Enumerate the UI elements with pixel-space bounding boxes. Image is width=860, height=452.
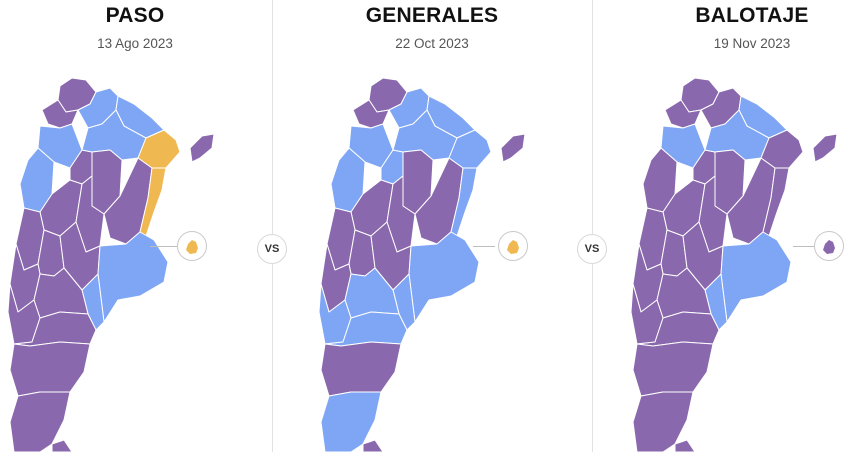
province-mi: [812, 133, 838, 163]
province-er: [450, 167, 478, 237]
panel-paso: PASO 13 Ago 2023: [0, 0, 270, 452]
province-er: [139, 167, 167, 237]
caba-inset: [814, 231, 844, 261]
province-mi: [500, 133, 526, 163]
panel-generales: GENERALES 22 Oct 2023: [297, 0, 567, 452]
province-ba: [720, 231, 792, 323]
province-tf: [362, 439, 384, 452]
divider: [592, 0, 593, 452]
caba-inset: [177, 231, 207, 261]
province-tf: [674, 439, 696, 452]
province-ba: [408, 231, 480, 323]
panel-date: 22 Oct 2023: [395, 36, 469, 51]
divider: [272, 0, 273, 452]
vs-badge: VS: [257, 234, 287, 264]
argentina-map-balotaje: [630, 77, 838, 452]
panel-balotaje: BALOTAJE 19 Nov 2023: [617, 0, 860, 452]
province-mi: [189, 133, 215, 163]
argentina-map-paso: [7, 77, 215, 452]
province-ct: [632, 341, 714, 397]
argentina-map-generales: [318, 77, 526, 452]
panel-title: BALOTAJE: [695, 4, 809, 27]
province-tf: [51, 439, 73, 452]
vs-badge: VS: [577, 234, 607, 264]
panel-title: PASO: [105, 4, 165, 27]
province-caba: [186, 240, 198, 254]
province-caba: [823, 240, 835, 254]
province-er: [762, 167, 790, 237]
province-caba: [507, 240, 519, 254]
panel-date: 13 Ago 2023: [97, 36, 173, 51]
caba-inset: [498, 231, 528, 261]
province-ct: [320, 341, 402, 397]
province-ct: [9, 341, 91, 397]
panel-date: 19 Nov 2023: [713, 36, 791, 51]
panel-title: GENERALES: [365, 4, 499, 27]
